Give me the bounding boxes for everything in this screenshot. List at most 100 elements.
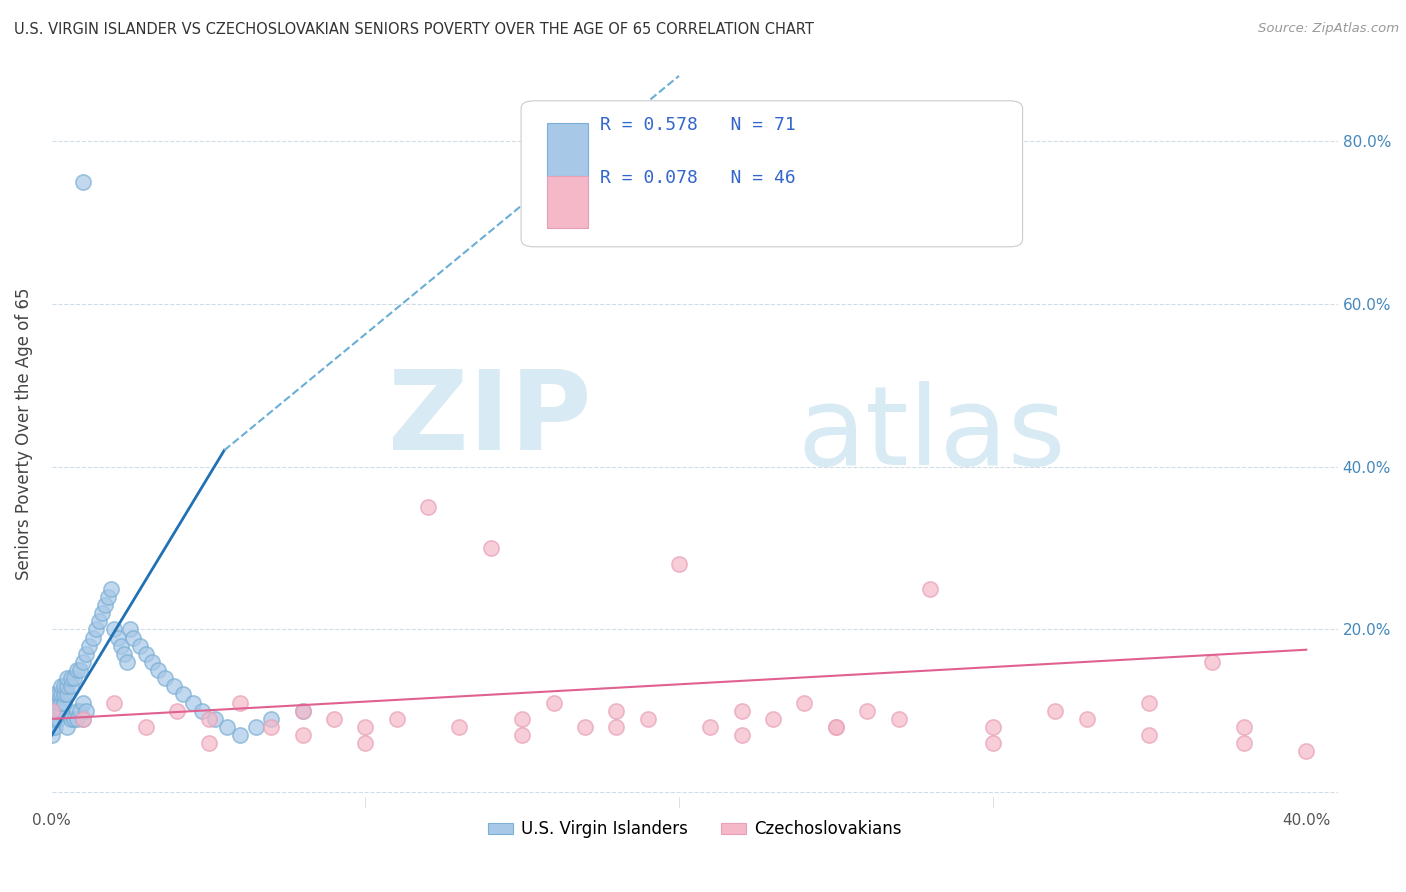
Point	[510, 728, 533, 742]
Point	[72, 712, 94, 726]
Point	[141, 655, 163, 669]
Point	[97, 590, 120, 604]
Point	[354, 720, 377, 734]
Point	[59, 679, 82, 693]
Text: U.S. VIRGIN ISLANDER VS CZECHOSLOVAKIAN SENIORS POVERTY OVER THE AGE OF 65 CORRE: U.S. VIRGIN ISLANDER VS CZECHOSLOVAKIAN …	[14, 22, 814, 37]
Point	[148, 663, 170, 677]
Point	[605, 720, 627, 734]
Point	[887, 712, 910, 726]
Point	[69, 704, 91, 718]
Point	[46, 704, 69, 718]
Point	[56, 679, 79, 693]
Point	[75, 704, 97, 718]
Point	[479, 541, 502, 555]
Point	[197, 712, 219, 726]
Point	[44, 712, 66, 726]
Point	[75, 647, 97, 661]
Point	[112, 647, 135, 661]
Legend: U.S. Virgin Islanders, Czechoslovakians: U.S. Virgin Islanders, Czechoslovakians	[481, 814, 908, 845]
Point	[1232, 736, 1254, 750]
Point	[79, 639, 101, 653]
Point	[217, 720, 239, 734]
Point	[291, 704, 314, 718]
Point	[69, 663, 91, 677]
Point	[107, 631, 129, 645]
Point	[72, 655, 94, 669]
Point	[291, 728, 314, 742]
Point	[41, 688, 63, 702]
Point	[197, 736, 219, 750]
Point	[323, 712, 346, 726]
Point	[166, 704, 188, 718]
Point	[41, 696, 63, 710]
Point	[153, 671, 176, 685]
Point	[204, 712, 226, 726]
Point	[49, 688, 72, 702]
Point	[172, 688, 194, 702]
Y-axis label: Seniors Poverty Over the Age of 65: Seniors Poverty Over the Age of 65	[15, 288, 32, 581]
Point	[122, 631, 145, 645]
Point	[981, 720, 1004, 734]
Point	[574, 720, 596, 734]
Text: ZIP: ZIP	[388, 366, 592, 473]
Point	[699, 720, 721, 734]
Point	[46, 696, 69, 710]
Point	[44, 704, 66, 718]
Point	[637, 712, 659, 726]
Point	[66, 663, 89, 677]
Point	[229, 696, 252, 710]
Point	[94, 598, 117, 612]
Point	[72, 175, 94, 189]
Bar	[547, 123, 588, 176]
Text: R = 0.078   N = 46: R = 0.078 N = 46	[599, 169, 796, 187]
Point	[56, 688, 79, 702]
Point	[103, 623, 125, 637]
Point	[449, 720, 471, 734]
Point	[543, 696, 565, 710]
Point	[62, 712, 84, 726]
Point	[385, 712, 408, 726]
Point	[260, 720, 283, 734]
Point	[110, 639, 132, 653]
Point	[793, 696, 815, 710]
Point	[731, 728, 754, 742]
Point	[510, 712, 533, 726]
Point	[49, 679, 72, 693]
Point	[41, 712, 63, 726]
Point	[1139, 728, 1161, 742]
Point	[41, 704, 63, 718]
Point	[918, 582, 941, 596]
Point	[41, 728, 63, 742]
Point	[41, 720, 63, 734]
FancyBboxPatch shape	[522, 101, 1022, 247]
Point	[100, 582, 122, 596]
Point	[56, 720, 79, 734]
Point	[731, 704, 754, 718]
Point	[103, 696, 125, 710]
Point	[191, 704, 214, 718]
Point	[49, 704, 72, 718]
Point	[62, 671, 84, 685]
Point	[1201, 655, 1223, 669]
Point	[824, 720, 846, 734]
Point	[59, 671, 82, 685]
Point	[46, 712, 69, 726]
Point	[72, 696, 94, 710]
Point	[824, 720, 846, 734]
Point	[1295, 744, 1317, 758]
Point	[1232, 720, 1254, 734]
Text: atlas: atlas	[797, 381, 1066, 488]
Point	[44, 696, 66, 710]
Point	[90, 606, 112, 620]
Point	[53, 679, 76, 693]
Point	[668, 558, 690, 572]
Point	[856, 704, 879, 718]
Point	[605, 704, 627, 718]
Point	[1045, 704, 1067, 718]
Point	[59, 712, 82, 726]
Point	[181, 696, 204, 710]
Point	[135, 720, 157, 734]
Point	[41, 704, 63, 718]
Point	[354, 736, 377, 750]
Point	[84, 623, 107, 637]
